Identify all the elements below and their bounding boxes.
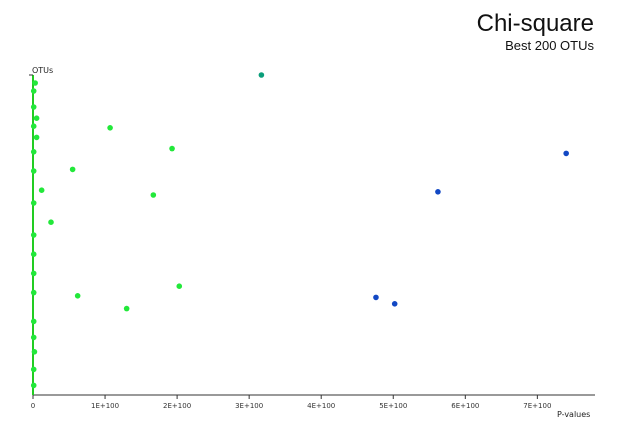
data-point (391, 301, 398, 307)
chart-title: Chi-square (476, 10, 594, 37)
x-tick-label: 2E+100 (163, 402, 191, 410)
data-point (435, 189, 441, 195)
y-axis-label: OTUs (32, 66, 53, 75)
data-point (107, 125, 113, 131)
data-point (373, 294, 379, 301)
data-point (563, 150, 569, 157)
x-tick-label: 0 (31, 402, 35, 410)
x-tick-label: 4E+100 (307, 402, 335, 410)
data-point (169, 145, 175, 152)
data-point (30, 149, 37, 155)
data-point (30, 104, 37, 110)
x-tick-label: 3E+100 (235, 402, 263, 410)
data-point (30, 270, 37, 277)
x-axis: 0 1E+100 2E+100 3E+100 4E+100 5E+100 6E+100 7E+… (31, 394, 595, 410)
data-point (30, 123, 37, 129)
data-point (31, 349, 38, 355)
data-point (33, 134, 40, 141)
data-point (74, 293, 81, 299)
data-point (30, 251, 37, 257)
data-point (30, 382, 37, 389)
data-point (30, 200, 37, 206)
data-point (30, 289, 37, 296)
data-point (30, 366, 37, 373)
x-axis-label: P-values (557, 410, 590, 419)
data-point (258, 72, 265, 78)
data-point (30, 334, 37, 341)
x-tick-label: 6E+100 (451, 402, 479, 410)
data-point (32, 80, 38, 86)
data-point (38, 187, 45, 193)
data-point (30, 318, 37, 325)
x-tick-label: 1E+100 (91, 402, 119, 410)
data-point (33, 115, 40, 121)
data-point (30, 88, 37, 94)
data-point (48, 219, 54, 225)
chart-subtitle: Best 200 OTUs (505, 38, 594, 53)
x-tick-label: 5E+100 (379, 402, 407, 410)
data-point (69, 166, 76, 173)
data-point (176, 283, 183, 290)
data-points (30, 72, 569, 389)
data-point (30, 232, 37, 238)
data-point (123, 305, 130, 312)
data-point (150, 192, 157, 198)
data-point (30, 168, 37, 174)
x-tick-label: 7E+100 (523, 402, 551, 410)
